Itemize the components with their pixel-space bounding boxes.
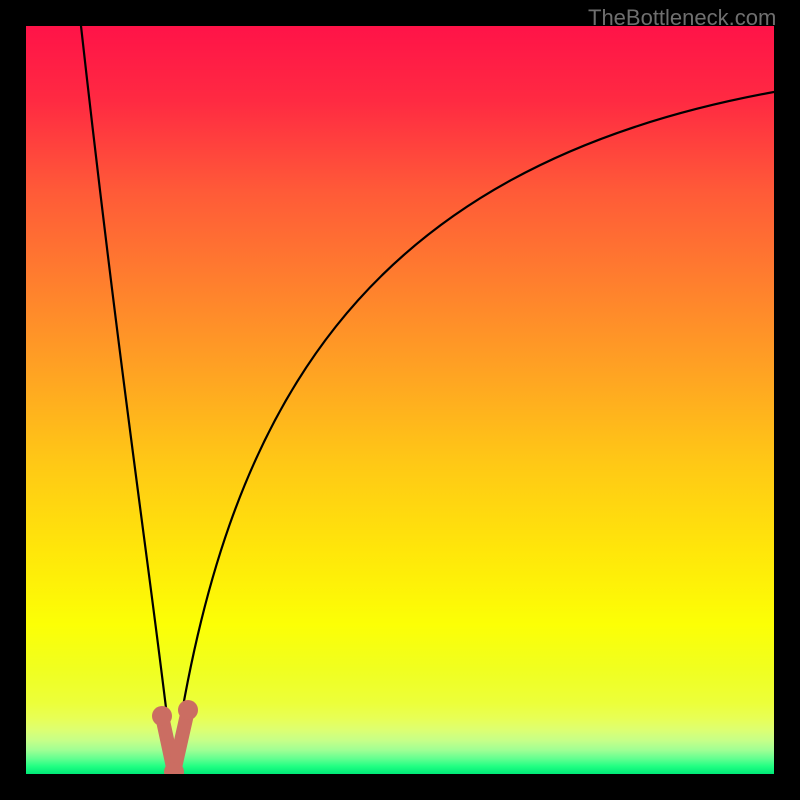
valley-dot xyxy=(178,700,198,720)
watermark-text: TheBottleneck.com xyxy=(588,5,776,31)
plot-area xyxy=(26,26,774,774)
bottleneck-curve xyxy=(81,26,774,768)
valley-dot xyxy=(152,706,172,726)
curve-layer xyxy=(26,26,774,774)
valley-marker-group xyxy=(152,700,198,774)
